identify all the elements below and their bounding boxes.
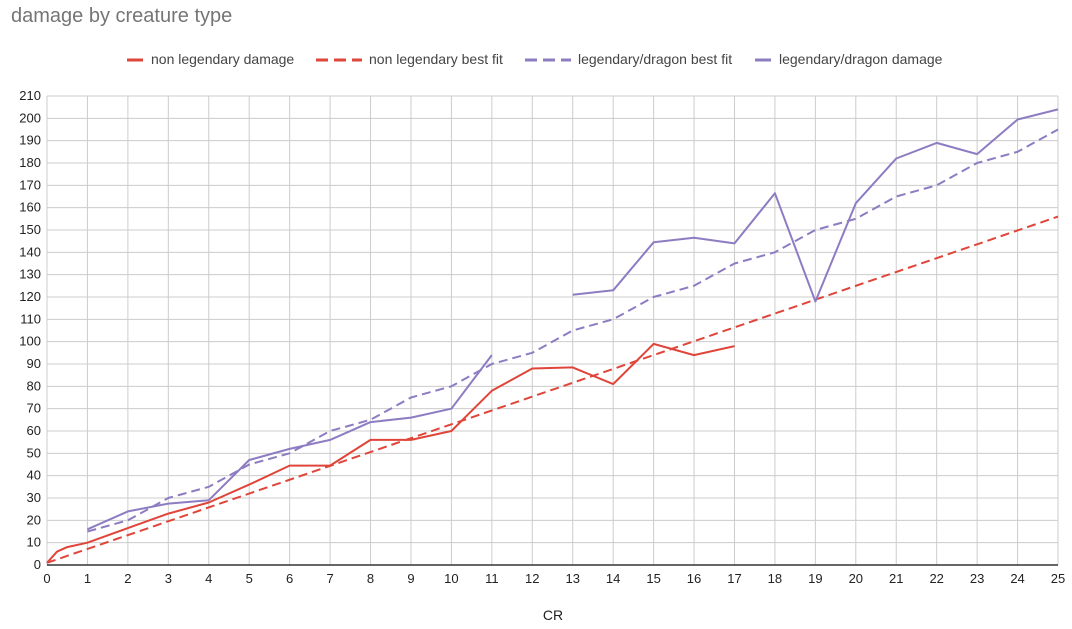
legend-swatch-solid-red [127,58,143,62]
y-tick-label: 30 [27,490,41,505]
series-line-0 [46,342,735,564]
x-tick-label: 3 [165,571,172,586]
x-tick-label: 5 [246,571,253,586]
series-line-3 [86,354,493,531]
x-tick-label: 21 [889,571,903,586]
y-tick-label: 110 [20,311,41,326]
x-tick-label: 17 [727,571,741,586]
y-tick-label: 120 [19,289,41,304]
x-tick-label: 25 [1051,571,1065,586]
legend-label: legendary/dragon damage [779,51,943,67]
x-tick-label: 19 [808,571,822,586]
chart-legend: non legendary damage non legendary best … [0,50,1072,70]
x-tick-label: 0 [43,571,50,586]
x-tick-label: 16 [687,571,701,586]
x-tick-label: 2 [124,571,131,586]
y-tick-label: 210 [19,88,41,103]
x-tick-label: 13 [565,571,579,586]
y-tick-label: 160 [19,200,41,215]
series-line-3 [572,108,1059,303]
x-tick-label: 4 [205,571,212,586]
series-lines [46,108,1059,564]
x-tick-label: 23 [970,571,984,586]
x-tick-label: 24 [1010,571,1024,586]
y-tick-label: 200 [19,110,41,125]
gridlines [46,95,1059,566]
legend-label: non legendary damage [151,51,295,67]
chart-title: damage by creature type [11,5,233,27]
legend-swatch-dashed-red [316,58,362,62]
y-tick-label: 50 [27,445,41,460]
y-tick-label: 60 [27,423,41,438]
x-tick-label: 22 [929,571,943,586]
legend-label: non legendary best fit [369,51,503,67]
y-tick-label: 20 [27,512,41,527]
x-tick-label: 8 [367,571,374,586]
series-line-2 [87,128,1059,533]
y-tick-label: 130 [19,267,41,282]
legend-swatch-solid-purple [755,58,771,62]
series-line-1 [46,215,1059,564]
x-tick-label: 6 [286,571,293,586]
x-tick-label: 1 [84,571,91,586]
y-tick-label: 80 [27,378,41,393]
x-tick-label: 20 [849,571,863,586]
y-tick-label: 190 [19,133,41,148]
y-tick-label: 10 [27,535,41,550]
x-tick-label: 11 [485,571,499,586]
x-tick-label: 14 [606,571,620,586]
y-tick-label: 40 [27,468,41,483]
x-tick-label: 10 [444,571,458,586]
y-tick-label: 150 [19,222,41,237]
y-tick-label: 170 [19,177,41,192]
y-tick-label: 100 [19,334,41,349]
x-tick-label: 18 [768,571,782,586]
legend-swatch-dashed-purple [525,58,571,62]
x-axis-title: CR [543,607,563,623]
x-tick-label: 9 [407,571,414,586]
y-tick-label: 180 [19,155,41,170]
y-tick-label: 140 [19,244,41,259]
x-tick-label: 15 [646,571,660,586]
x-tick-label: 7 [326,571,333,586]
tick-labels: 0102030405060708090100110120130140150160… [19,88,1065,586]
x-tick-label: 12 [525,571,539,586]
legend-label: legendary/dragon best fit [578,51,733,67]
y-tick-label: 70 [27,401,41,416]
y-tick-label: 0 [34,557,41,572]
y-tick-label: 90 [27,356,41,371]
